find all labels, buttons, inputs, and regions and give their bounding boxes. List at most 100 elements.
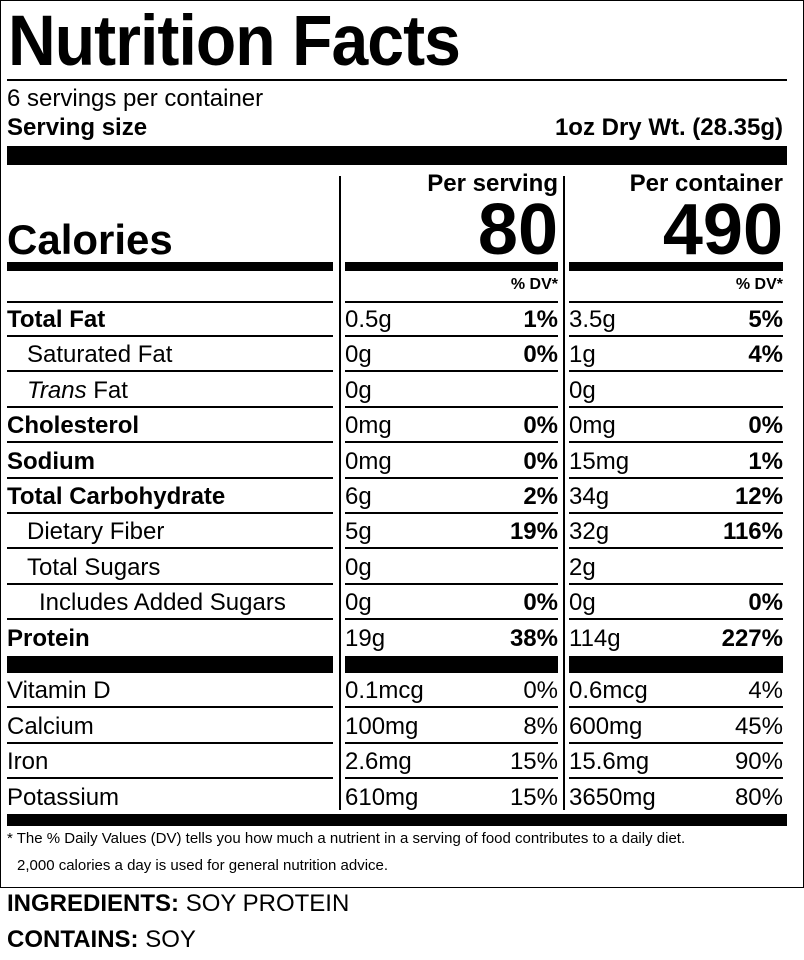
- nutrient-label: Sodium: [7, 444, 333, 479]
- nutrient-name: Saturated Fat: [27, 341, 173, 369]
- servings-per-container: 6 servings per container: [7, 85, 264, 112]
- row-divider: [7, 512, 333, 514]
- nutrient-label: Potassium: [7, 780, 333, 815]
- nutrient-row: Total Fat 0.5g 1% 3.5g 5%: [0, 302, 804, 337]
- footnote-line-2: 2,000 calories a day is used for general…: [17, 857, 389, 874]
- serving-amount: 610mg: [345, 783, 419, 811]
- container-dv: 90%: [734, 748, 783, 775]
- serving-dv: 1%: [523, 306, 558, 333]
- nutrient-label: Vitamin D: [7, 673, 333, 708]
- nutrient-name: Total Carbohydrate: [7, 483, 226, 510]
- row-divider: [345, 706, 558, 708]
- serving-dv: 19%: [509, 518, 558, 546]
- nutrient-name: Total Fat: [7, 306, 106, 333]
- row-divider: [345, 777, 558, 779]
- container-amount: 15mg: [569, 447, 630, 475]
- serving-size-label: Serving size: [7, 114, 148, 141]
- serving-dv: 15%: [509, 783, 558, 811]
- calories-label: Calories: [7, 216, 173, 263]
- row-divider: [569, 706, 783, 708]
- ingredients-value: SOY PROTEIN: [185, 890, 350, 917]
- container-dv: 5%: [748, 306, 783, 333]
- serving-amount: 0g: [345, 376, 372, 404]
- row-divider: [7, 335, 333, 337]
- container-amount: 0g: [569, 376, 596, 404]
- row-divider: [569, 741, 783, 744]
- row-divider: [569, 476, 783, 479]
- nutrient-label: Total Carbohydrate: [7, 479, 333, 514]
- serving-amount: 0g: [345, 341, 372, 369]
- row-divider: [345, 441, 558, 444]
- serving-amount: 0mg: [345, 447, 392, 475]
- container-dv: 80%: [734, 783, 783, 811]
- column-divider: [563, 176, 565, 810]
- serving-dv: 2%: [523, 483, 558, 510]
- row-divider: [345, 547, 558, 550]
- container-dv: 4%: [748, 677, 783, 704]
- footnote-line-1: * The % Daily Values (DV) tells you how …: [7, 830, 686, 847]
- nutrient-name: Iron: [7, 748, 49, 775]
- row-divider: [569, 547, 783, 550]
- serving-dv: 0%: [523, 677, 558, 704]
- divider: [345, 301, 558, 303]
- row-divider: [7, 706, 333, 708]
- serving-amount: 100mg: [345, 712, 419, 740]
- row-divider: [569, 777, 783, 779]
- nutrient-label-italic: Trans: [27, 376, 87, 404]
- ingredients-label: INGREDIENTS:: [7, 890, 180, 917]
- container-amount: 15.6mg: [569, 748, 650, 775]
- row-divider: [7, 777, 333, 779]
- nutrient-name: Cholesterol: [7, 412, 140, 440]
- nutrient-name: Dietary Fiber: [27, 518, 165, 546]
- nutrient-row: Protein 19g 38% 114g 227%: [0, 621, 804, 656]
- serving-dv: 0%: [523, 341, 558, 369]
- nutrient-row: Total Carbohydrate 6g 2% 34g 12%: [0, 479, 804, 514]
- dv-header-serving: % DV*: [510, 276, 558, 293]
- nutrient-row: Sodium 0mg 0% 15mg 1%: [0, 444, 804, 479]
- nutrient-name: Calcium: [7, 712, 94, 740]
- row-divider: [569, 441, 783, 444]
- row-divider: [345, 370, 558, 373]
- panel-title: Nutrition Facts: [8, 2, 461, 81]
- nutrient-name: Fat: [93, 376, 128, 404]
- container-dv: 0%: [748, 412, 783, 440]
- container-dv: 12%: [734, 483, 783, 510]
- nutrient-row: Includes Added Sugars 0g 0% 0g 0%: [0, 585, 804, 621]
- row-divider: [569, 370, 783, 373]
- row-divider: [569, 405, 783, 408]
- nutrient-name: Protein: [7, 624, 90, 652]
- serving-dv: 38%: [509, 624, 558, 652]
- container-amount: 3.5g: [569, 306, 616, 333]
- row-divider: [569, 618, 783, 621]
- serving-amount: 0mg: [345, 412, 392, 440]
- serving-dv: 8%: [523, 712, 558, 740]
- container-amount: 34g: [569, 483, 610, 510]
- calories-per-serving: 80: [477, 190, 558, 270]
- row-divider: [345, 618, 558, 621]
- row-divider: [7, 741, 333, 744]
- container-amount: 32g: [569, 518, 610, 546]
- thick-divider: [7, 814, 787, 826]
- thick-divider: [569, 262, 783, 271]
- container-dv: 4%: [748, 341, 783, 369]
- serving-dv: 0%: [523, 589, 558, 617]
- nutrient-name: Vitamin D: [7, 677, 111, 704]
- nutrient-row: Potassium 610mg 15% 3650mg 80%: [0, 780, 804, 815]
- row-divider: [569, 512, 783, 514]
- nutrient-name: Potassium: [7, 783, 120, 811]
- container-dv: 116%: [722, 518, 783, 546]
- contains-label: CONTAINS:: [7, 926, 139, 953]
- serving-dv: 0%: [523, 412, 558, 440]
- row-divider: [569, 582, 783, 585]
- nutrient-row: Dietary Fiber 5g 19% 32g 116%: [0, 514, 804, 550]
- thick-divider: [7, 656, 333, 673]
- nutrient-row: Cholesterol 0mg 0% 0mg 0%: [0, 408, 804, 444]
- thick-divider: [7, 262, 333, 271]
- serving-amount: 5g: [345, 518, 372, 546]
- nutrient-name: Total Sugars: [27, 553, 161, 581]
- per-container-header: Per container: [629, 170, 783, 197]
- serving-amount: 2.6mg: [345, 748, 412, 775]
- row-divider: [7, 405, 333, 408]
- dv-header-container: % DV*: [735, 276, 783, 293]
- serving-size-value: 1oz Dry Wt. (28.35g): [554, 114, 783, 141]
